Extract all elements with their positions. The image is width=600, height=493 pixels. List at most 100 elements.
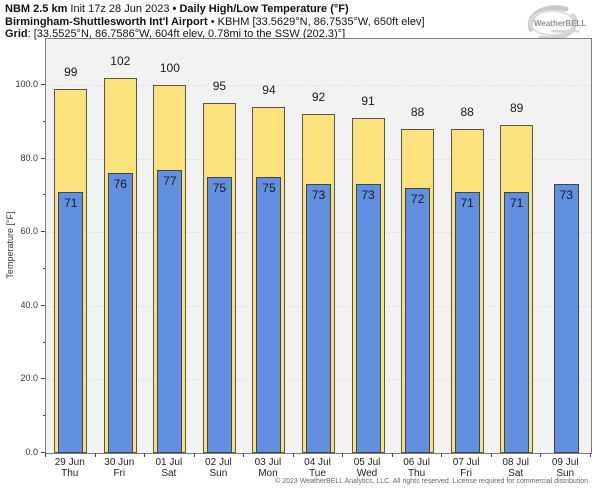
high-value-label: 102 — [110, 53, 131, 68]
init-time: Init 17z 28 Jun 2023 — [67, 3, 173, 15]
x-tick-label-day: Fri — [113, 468, 126, 479]
y-minor-tick — [43, 194, 45, 196]
low-value-label: 73 — [361, 188, 375, 203]
high-value-label: 91 — [361, 94, 375, 109]
y-major-tick — [41, 84, 45, 85]
x-tick-label-day: Sat — [161, 468, 177, 479]
x-tick-label-day: Fri — [460, 468, 472, 479]
high-value-label: 94 — [262, 83, 276, 98]
y-tick-label: 0.0 — [25, 447, 38, 457]
x-tick — [45, 453, 46, 457]
low-bar — [553, 184, 579, 453]
x-tick-label-date: 06 Jul — [403, 457, 430, 468]
x-tick-label-day: Tue — [309, 468, 326, 479]
y-axis-title: Temperature [°F] — [5, 211, 15, 279]
chart-title: • Daily High/Low Temperature (°F) — [172, 3, 349, 15]
x-tick — [243, 453, 245, 457]
x-tick-label: 08 Jul Sat — [491, 457, 541, 479]
x-tick — [590, 453, 591, 457]
x-tick-label-date: 09 Jul — [551, 457, 579, 468]
station-coords: • KBHM [33.5629°N, 86.7535°W, 650ft elev… — [207, 15, 425, 28]
x-tick-label-date: 30 Jun — [104, 457, 135, 468]
y-major-tick — [41, 157, 45, 159]
low-value-label: 71 — [460, 195, 474, 210]
grid-label: Grid — [5, 28, 28, 40]
x-tick-label-day: Thu — [407, 468, 426, 479]
x-tick-label: 07 Jul Fri — [441, 457, 491, 479]
logo-brand-text: WeatherBELL — [534, 19, 586, 28]
x-tick-label: 03 Jul Mon — [243, 457, 293, 479]
low-bar — [206, 177, 232, 453]
high-value-label: 100 — [159, 61, 180, 75]
y-major-tick — [41, 452, 45, 453]
x-tick-label-day: Thu — [61, 468, 79, 479]
high-value-label: 95 — [212, 79, 227, 94]
x-tick — [540, 453, 542, 457]
y-major-tick — [41, 378, 45, 380]
low-bar — [405, 188, 431, 453]
copyright-footer: © 2023 WeatherBELL Analytics, LLC. All r… — [275, 478, 590, 485]
x-tick-label-date: 04 Jul — [304, 457, 331, 468]
x-tick — [94, 453, 96, 457]
low-value-label: 75 — [262, 181, 276, 195]
y-tick-label: 40.0 — [20, 299, 38, 310]
station-name: Birmingham-Shuttlesworth Int'l Airport — [5, 15, 208, 28]
x-tick-label-date: 01 Jul — [155, 457, 183, 468]
header-line-3: Grid: [33.5525°N, 86.7586°W, 604ft elev,… — [5, 28, 425, 41]
x-tick-label-date: 29 Jun — [54, 457, 85, 468]
low-bar — [157, 169, 183, 453]
low-bar — [58, 191, 84, 453]
low-value-label: 71 — [64, 195, 78, 210]
x-tick-label-date: 05 Jul — [353, 457, 381, 468]
x-tick-label: 06 Jul Thu — [392, 457, 442, 479]
chart-header: NBM 2.5 km Init 17z 28 Jun 2023 • Daily … — [5, 3, 425, 41]
x-tick-label-day: Wed — [356, 468, 378, 479]
low-value-label: 77 — [163, 173, 177, 188]
y-tick-label: 100.0 — [15, 79, 38, 89]
y-tick-label: 20.0 — [20, 373, 38, 384]
x-tick-label-date: 07 Jul — [452, 457, 480, 468]
low-bar — [355, 184, 381, 453]
x-tick-label-day: Sat — [508, 468, 524, 479]
x-tick-label-day: Sun — [556, 468, 575, 479]
gridline — [46, 85, 591, 86]
x-tick-label-day: Sun — [209, 468, 228, 479]
y-minor-tick — [43, 415, 45, 417]
x-tick-label-date: 08 Jul — [502, 457, 530, 468]
x-tick-label: 01 Jul Sat — [144, 457, 194, 479]
model-name: NBM 2.5 km — [5, 3, 68, 15]
x-tick-label-day: Mon — [258, 468, 278, 479]
y-tick-label: 60.0 — [20, 226, 38, 237]
low-value-label: 73 — [311, 188, 326, 203]
y-minor-tick — [43, 341, 45, 343]
x-tick-label: 29 Jun Thu — [45, 457, 95, 479]
x-tick — [144, 453, 146, 457]
x-tick — [292, 453, 294, 457]
x-tick — [342, 453, 344, 457]
x-tick-label: 04 Jul Tue — [293, 457, 343, 479]
y-major-tick — [41, 231, 45, 233]
high-value-label: 88 — [460, 105, 474, 120]
y-minor-tick — [43, 268, 45, 269]
plot-area: 99 71 102 76 100 77 95 75 94 75 92 73 91 73 88 72 88 71 89… — [45, 38, 592, 454]
x-tick — [441, 453, 443, 457]
low-value-label: 72 — [410, 192, 425, 207]
high-value-label: 99 — [64, 64, 78, 79]
low-bar — [306, 184, 331, 453]
low-value-label: 75 — [212, 181, 227, 195]
x-tick-label: 02 Jul Sun — [194, 457, 244, 479]
low-bar — [504, 191, 530, 453]
header-line-2: Birmingham-Shuttlesworth Int'l Airport •… — [5, 16, 425, 29]
x-tick-label-date: 02 Jul — [205, 457, 232, 468]
x-tick — [193, 453, 195, 457]
low-bar — [454, 191, 480, 453]
x-tick-label: 30 Jun Fri — [95, 457, 145, 479]
x-tick-label: 05 Jul Wed — [342, 457, 392, 479]
y-major-tick — [41, 304, 45, 306]
grid-coords: : [33.5525°N, 86.7586°W, 604ft elev, 0.7… — [27, 28, 346, 40]
x-tick — [490, 453, 492, 457]
high-value-label: 92 — [311, 90, 326, 105]
x-tick-label: 09 Jul Sun — [540, 457, 590, 479]
y-tick-label: 80.0 — [20, 152, 38, 163]
low-bar — [107, 173, 133, 453]
